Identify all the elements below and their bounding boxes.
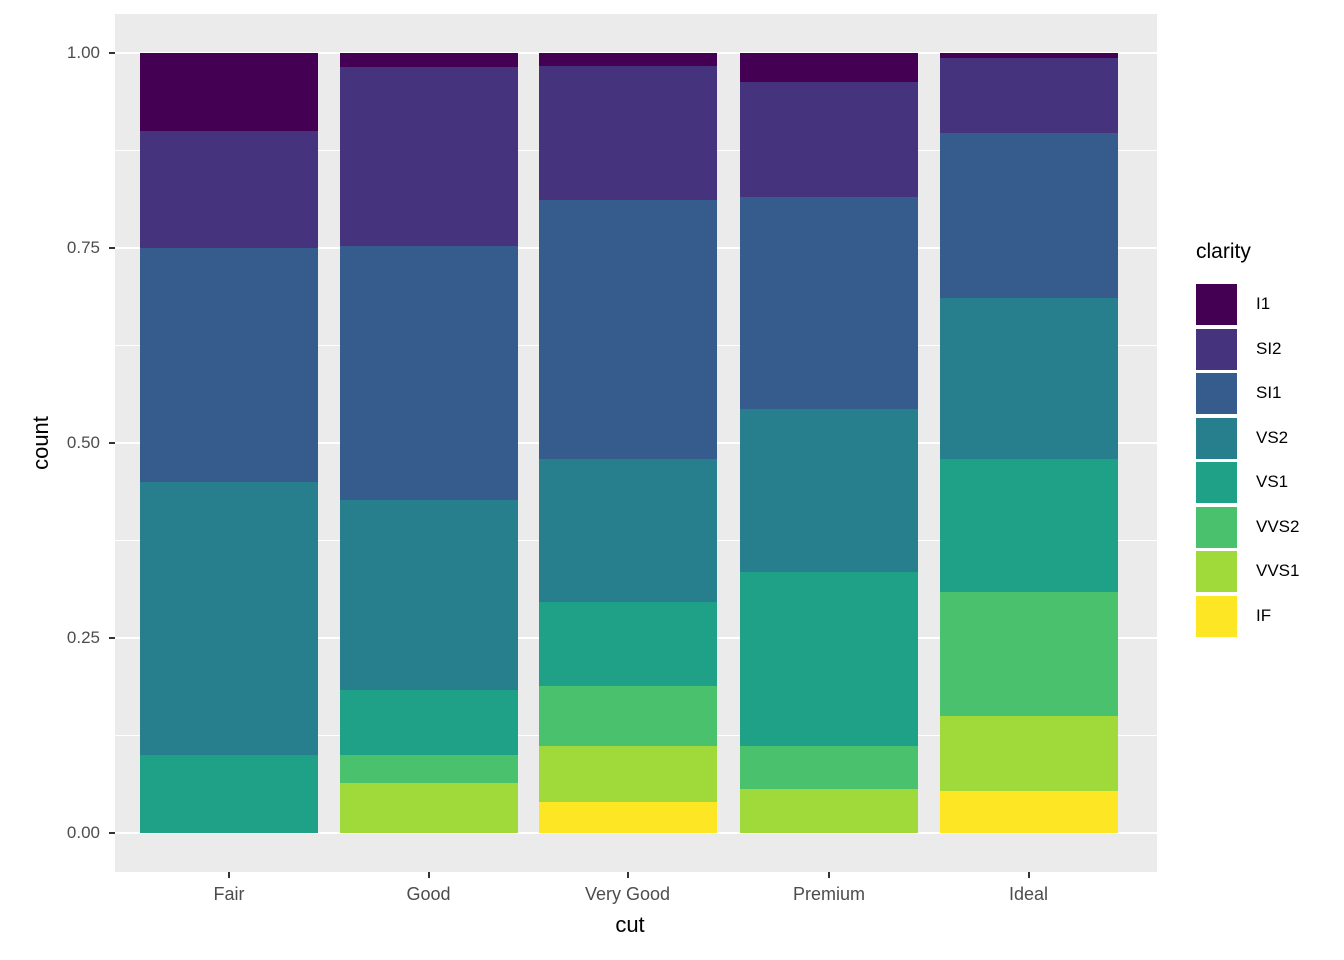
bar-segment-vs1-0 bbox=[140, 755, 318, 833]
y-tick-mark bbox=[109, 52, 115, 54]
bar-segment-vvs2-4 bbox=[939, 591, 1118, 716]
legend-label: VS2 bbox=[1256, 427, 1289, 447]
legend-items: I1 SI2 SI1 VS2 VS1 VVS2 VVS1 IF bbox=[1196, 284, 1336, 640]
legend-swatch-vvs1 bbox=[1196, 551, 1237, 592]
y-tick-label: 0.00 bbox=[66, 823, 100, 842]
bar-segment-vs2-0 bbox=[140, 482, 318, 755]
legend-title: clarity bbox=[1196, 240, 1251, 263]
x-tick-label: Fair bbox=[213, 884, 245, 904]
bar-segment-si2-3 bbox=[740, 81, 918, 197]
legend-swatch-si2 bbox=[1196, 328, 1237, 370]
x-tick-mark bbox=[427, 872, 430, 878]
x-tick-label: Very Good bbox=[584, 884, 671, 904]
legend-label: IF bbox=[1256, 605, 1272, 625]
bar-segment-si2-2 bbox=[538, 66, 717, 201]
x-tick-label: Ideal bbox=[1008, 884, 1049, 904]
bar-segment-vvs2-3 bbox=[740, 746, 918, 789]
bar-segment-i1-3 bbox=[740, 53, 918, 82]
bar-segment-si1-2 bbox=[538, 200, 717, 459]
x-tick-label: Good bbox=[406, 884, 451, 904]
y-tick-mark bbox=[109, 442, 115, 444]
bar-segment-si1-4 bbox=[939, 132, 1118, 298]
bar-segment-vvs1-1 bbox=[339, 783, 518, 833]
legend-label: SI2 bbox=[1256, 338, 1282, 358]
legend-swatch-vs2 bbox=[1196, 417, 1237, 459]
y-tick-label: 0.25 bbox=[66, 628, 100, 647]
y-tick-mark bbox=[109, 247, 115, 249]
bar-segment-i1-4 bbox=[939, 53, 1118, 58]
legend-label: SI1 bbox=[1256, 383, 1282, 402]
bar-segment-vs1-4 bbox=[939, 458, 1118, 592]
bar-segment-i1-0 bbox=[140, 53, 318, 131]
major-gridline bbox=[115, 52, 1157, 54]
bar-segment-vs1-1 bbox=[339, 690, 518, 755]
y-tick-label: 0.50 bbox=[66, 433, 100, 452]
legend: clarity I1 SI2 SI1 VS2 VS1 VVS2 VVS1 IF bbox=[1196, 240, 1336, 640]
bar-segment-if-2 bbox=[538, 801, 717, 833]
bar-segment-si1-3 bbox=[740, 196, 918, 409]
bar-segment-vs1-3 bbox=[740, 571, 918, 747]
bars-layer bbox=[115, 14, 1157, 872]
bar-segment-vvs2-1 bbox=[339, 755, 518, 784]
bar-segment-si1-1 bbox=[339, 246, 518, 500]
bar-segment-vs2-1 bbox=[339, 499, 518, 691]
legend-label: VVS2 bbox=[1256, 516, 1300, 536]
x-axis-title: cut bbox=[615, 912, 645, 937]
legend-swatch-si1 bbox=[1196, 373, 1237, 414]
bar-segment-si2-0 bbox=[140, 131, 318, 248]
bar-segment-vvs1-3 bbox=[740, 788, 918, 833]
legend-swatch-i1 bbox=[1196, 284, 1237, 325]
plot-panel bbox=[115, 14, 1157, 872]
major-gridline bbox=[115, 832, 1157, 834]
bar-segment-vvs1-2 bbox=[538, 746, 717, 802]
bar-segment-si1-0 bbox=[140, 248, 318, 482]
bar-segment-if-4 bbox=[939, 790, 1118, 833]
bar-segment-vs1-2 bbox=[538, 602, 717, 687]
y-tick-label: 1.00 bbox=[66, 43, 100, 62]
legend-label: VS1 bbox=[1256, 472, 1289, 491]
legend-swatch-vvs2 bbox=[1196, 506, 1237, 548]
bar-segment-vs2-3 bbox=[740, 408, 918, 572]
legend-swatch-if bbox=[1196, 595, 1237, 637]
y-tick-label: 0.75 bbox=[66, 238, 100, 257]
x-tick-label: Premium bbox=[792, 884, 865, 904]
bar-segment-vvs1-4 bbox=[939, 716, 1118, 791]
bar-segment-si2-4 bbox=[939, 57, 1118, 133]
bar-segment-si2-1 bbox=[339, 67, 518, 247]
x-tick-mark bbox=[1027, 872, 1030, 878]
bar-segment-vvs2-2 bbox=[538, 686, 717, 747]
x-tick-mark bbox=[228, 872, 230, 878]
legend-swatch-vs1 bbox=[1196, 462, 1237, 503]
y-axis-title: count bbox=[27, 416, 53, 470]
bar-segment-i1-2 bbox=[538, 53, 717, 67]
y-tick-mark bbox=[109, 637, 115, 639]
legend-label: I1 bbox=[1256, 294, 1271, 313]
y-tick-mark bbox=[109, 832, 115, 834]
legend-label: VVS1 bbox=[1256, 561, 1300, 580]
bar-segment-vs2-4 bbox=[939, 297, 1118, 459]
bar-segment-i1-1 bbox=[339, 53, 518, 68]
x-tick-mark bbox=[626, 872, 629, 878]
bar-segment-vs2-2 bbox=[538, 458, 717, 603]
x-tick-mark bbox=[828, 872, 830, 878]
